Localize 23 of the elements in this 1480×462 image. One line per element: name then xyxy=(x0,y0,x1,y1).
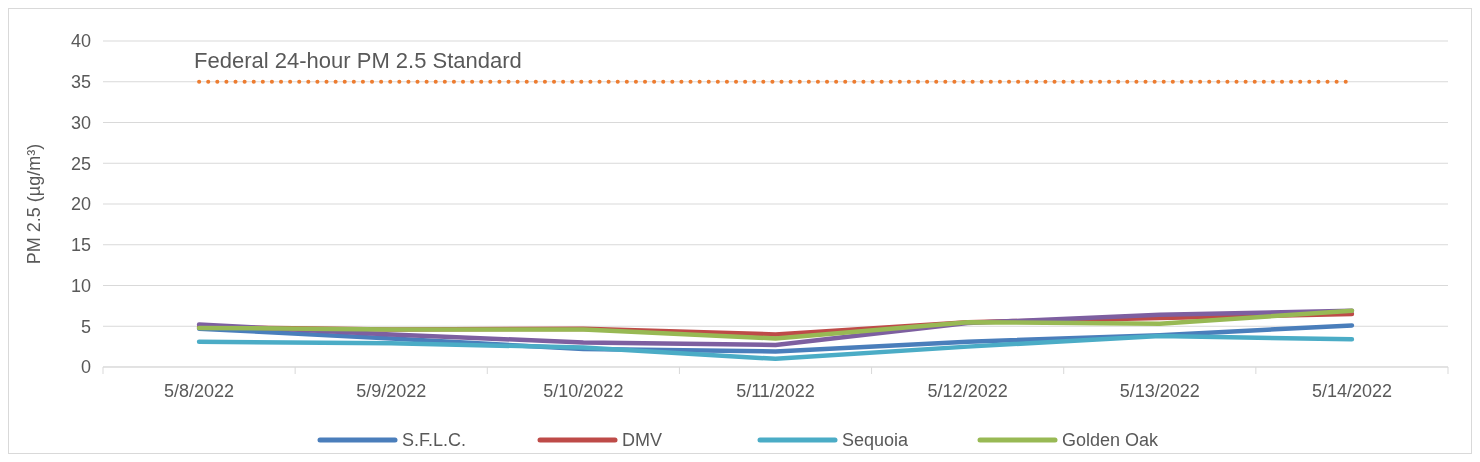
y-tick-label: 25 xyxy=(70,153,91,174)
legend-label: DMV xyxy=(622,430,662,451)
x-tick-label: 5/8/2022 xyxy=(164,381,235,401)
y-tick-label: 40 xyxy=(70,31,91,52)
x-tick-label: 5/10/2022 xyxy=(543,381,624,401)
line-series xyxy=(196,333,1355,362)
x-tick-label: 5/13/2022 xyxy=(1119,381,1200,401)
x-tick-label: 5/11/2022 xyxy=(736,381,815,401)
annotation: Federal 24-hour PM 2.5 Standard xyxy=(194,47,522,73)
x-tick-label: 5/14/2022 xyxy=(1311,381,1392,401)
y-tick-label: 20 xyxy=(70,194,91,215)
y-tick-label: 30 xyxy=(70,112,91,133)
y-tick-label: 15 xyxy=(70,235,91,256)
x-tick-label: 5/12/2022 xyxy=(927,381,1008,401)
legend-label: S.F.L.C. xyxy=(402,430,467,451)
x-tick-label: 5/9/2022 xyxy=(356,381,427,401)
y-tick-label: 0 xyxy=(80,357,91,378)
y-tick-label: 10 xyxy=(70,275,91,296)
legend-label: Golden Oak xyxy=(1062,430,1160,451)
legend-label: Sequoia xyxy=(842,430,910,451)
y-axis-title: PM 2.5 (µg/m³) xyxy=(24,143,44,265)
y-tick-label: 35 xyxy=(70,72,91,93)
y-tick-label: 5 xyxy=(80,316,91,337)
